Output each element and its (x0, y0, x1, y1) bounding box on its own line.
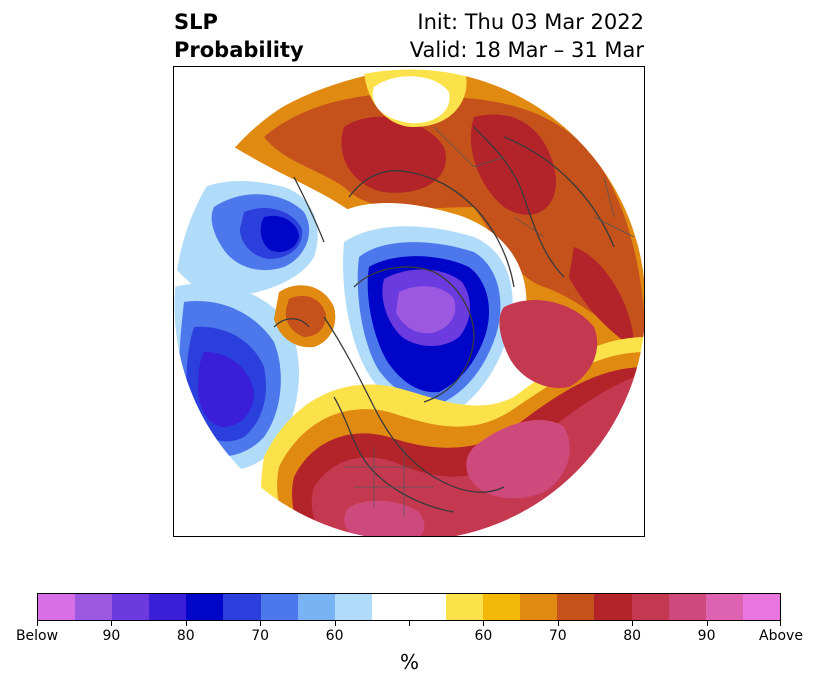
colorbar-tick (409, 621, 410, 626)
coastline-layer (273, 126, 615, 513)
colorbar-swatch (75, 594, 113, 620)
shade-region (466, 419, 570, 499)
colorbar-swatch (557, 594, 595, 620)
colorbar-swatch (483, 594, 521, 620)
probability-map (174, 68, 644, 536)
map-edge (174, 68, 644, 536)
colorbar-swatch (38, 594, 76, 620)
title-variable: SLP (174, 10, 218, 34)
colorbar-swatch (297, 594, 335, 620)
map-panel (173, 66, 645, 537)
colorbar-swatch (260, 594, 298, 620)
init-date: Init: Thu 03 Mar 2022 (417, 10, 644, 34)
colorbar-swatch (223, 594, 261, 620)
shade-region (198, 352, 254, 427)
colorbar-tick (780, 621, 781, 626)
colorbar-tick (111, 621, 113, 626)
colorbar-swatch (112, 594, 150, 620)
valid-range: Valid: 18 Mar – 31 Mar (409, 38, 644, 62)
colorbar-swatch (186, 594, 224, 620)
colorbar-swatch (408, 594, 447, 620)
colorbar-tick-label: 60 (325, 628, 344, 644)
colorbar-swatch (334, 594, 372, 620)
colorbar-tick-label: 60 (474, 628, 493, 644)
colorbar-tick-label: 90 (697, 628, 716, 644)
colorbar-tick (37, 621, 38, 626)
shade-region (396, 286, 456, 334)
colorbar-tick-label: Above (759, 628, 803, 644)
colorbar-swatch (594, 594, 632, 620)
colorbar-tick-label: 70 (251, 628, 270, 644)
colorbar-tick-label: 80 (176, 628, 195, 644)
shade-region (569, 247, 634, 347)
colorbar-tick-label: 80 (623, 628, 642, 644)
colorbar-tick-label: 90 (102, 628, 121, 644)
shade-region (470, 114, 556, 215)
colorbar (37, 593, 781, 621)
colorbar-swatch (742, 594, 780, 620)
colorbar-tick (632, 621, 634, 626)
colorbar-swatch (149, 594, 187, 620)
chart-title: SLP Probability (174, 8, 304, 64)
colorbar-tick-label: 70 (548, 628, 567, 644)
colorbar-tick (557, 621, 559, 626)
colorbar-tick (334, 621, 336, 626)
colorbar-tick (706, 621, 708, 626)
colorbar-tick (483, 621, 485, 626)
colorbar-unit: % (399, 650, 419, 674)
shade-region (341, 116, 446, 193)
colorbar-tick (260, 621, 262, 626)
chart-dates: Init: Thu 03 Mar 2022 Valid: 18 Mar – 31… (410, 8, 644, 64)
title-type: Probability (174, 38, 304, 62)
colorbar-swatch (668, 594, 706, 620)
colorbar-tick-label: Below (15, 628, 59, 644)
borders-layer (344, 126, 635, 517)
field-layer (174, 69, 644, 536)
colorbar-tick (185, 621, 187, 626)
shade-region (372, 76, 450, 124)
shade-region (285, 295, 326, 337)
colorbar-ticks: Below 90 80 70 60 60 70 80 90 Above (16, 621, 803, 651)
shade-region (344, 500, 425, 536)
colorbar-swatch (520, 594, 558, 620)
shade-region (260, 215, 299, 252)
colorbar-swatch (371, 594, 409, 620)
shade-region (499, 299, 598, 388)
colorbar-swatch (631, 594, 669, 620)
colorbar-swatch (446, 594, 484, 620)
colorbar-swatch (705, 594, 743, 620)
